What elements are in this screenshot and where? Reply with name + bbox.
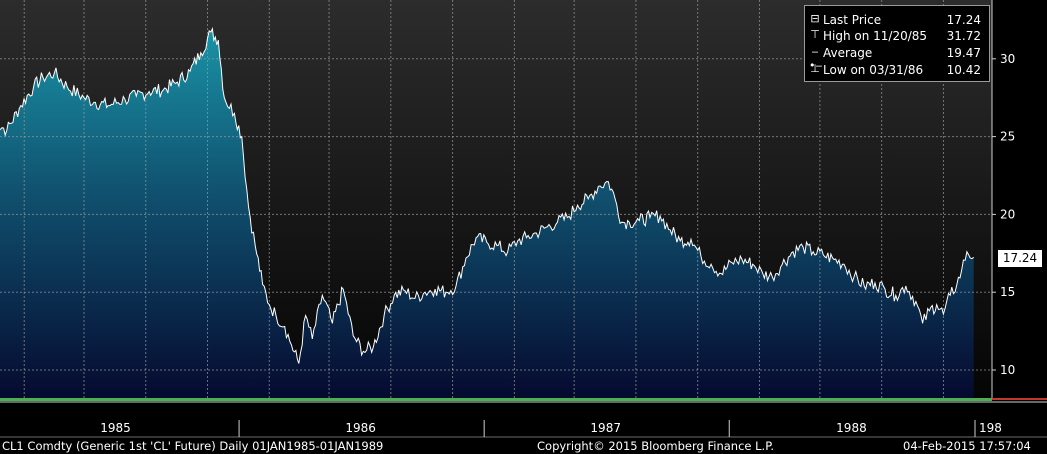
- grid-layer: [0, 0, 992, 398]
- legend-row-low: ⊥ Low on 03/31/86 10.42: [805, 62, 989, 78]
- baseline-green: [0, 398, 992, 401]
- price-area: [0, 28, 974, 398]
- low-marker-icon: ⊥: [810, 62, 820, 75]
- legend-value: 10.42: [946, 63, 981, 77]
- legend-row-last-price: ⊟ Last Price 17.24: [805, 12, 989, 28]
- legend-row-average: ‒•‒ Average 19.47: [805, 45, 989, 72]
- x-tick-label: 1987: [590, 421, 621, 435]
- legend-value: 31.72: [946, 29, 981, 43]
- y-tick-label: 15: [1000, 285, 1015, 299]
- baseline-red: [992, 398, 1047, 400]
- legend-label: Average: [823, 46, 873, 60]
- legend-box: ⊟ Last Price 17.24 ⊤ High on 11/20/85 31…: [804, 5, 990, 82]
- legend-value: 19.47: [946, 46, 981, 60]
- legend-label: Last Price: [823, 13, 882, 27]
- y-tick-label: 10: [1000, 363, 1015, 377]
- legend-row-high: ⊤ High on 11/20/85 31.72: [805, 28, 989, 44]
- legend-label: High on 11/20/85: [823, 29, 928, 43]
- high-marker-icon: ⊤: [810, 28, 820, 41]
- x-tick-label: 1986: [345, 421, 376, 435]
- y-tick-labels: 10 15 20 25 30: [992, 52, 1015, 377]
- legend-value: 17.24: [946, 13, 981, 27]
- average-marker-icon: ‒•‒: [809, 45, 823, 72]
- footer-copyright: Copyright© 2015 Bloomberg Finance L.P.: [537, 439, 774, 453]
- line-layer: [0, 27, 975, 364]
- y-tick-label: 20: [1000, 207, 1015, 221]
- footer-timestamp: 04-Feb-2015 17:57:04: [903, 439, 1031, 453]
- price-line: [0, 27, 975, 364]
- footer-security-description: CL1 Comdty (Generic 1st 'CL' Future) Dai…: [2, 439, 384, 453]
- x-tick-label: 1988: [836, 421, 867, 435]
- last-price-tag: 17.24: [998, 250, 1042, 267]
- y-tick-label: 30: [1000, 52, 1015, 66]
- x-tick-label: 198: [979, 421, 1002, 435]
- x-tick-label: 1985: [100, 421, 131, 435]
- legend-label: Low on 03/31/86: [823, 63, 924, 77]
- last-price-legend-icon: ⊟: [810, 12, 820, 25]
- y-tick-label: 25: [1000, 130, 1015, 144]
- area-layer: [0, 28, 974, 398]
- x-tick-labels: 1985 1986 1987 1988 198: [100, 420, 1002, 437]
